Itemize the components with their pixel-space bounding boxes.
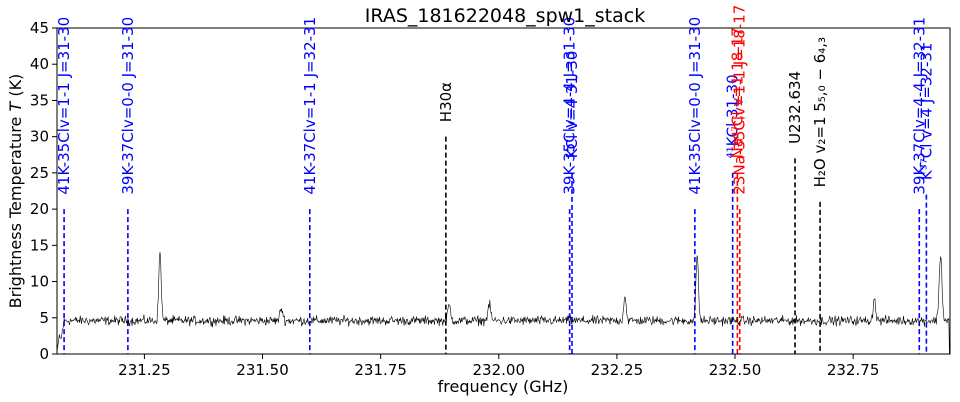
y-tick-label: 35: [30, 91, 49, 109]
x-tick-label: 232.50: [709, 361, 762, 379]
line-marker-label: 39K-37Clv=4-4 J=32-31: [910, 17, 928, 195]
line-marker-label: 23Na-35Clv=1-1 J=18-17: [731, 5, 749, 195]
line-marker-label: KCl v=4 31-30: [563, 51, 581, 159]
y-tick-label: 20: [30, 200, 49, 218]
x-tick-label: 232.75: [827, 361, 880, 379]
x-tick-label: 231.25: [118, 361, 171, 379]
chart-title: IRAS_181622048_spw1_stack: [365, 5, 645, 27]
y-tick-label: 25: [30, 164, 49, 182]
line-marker-label: H₂O v₂=1 5₅,₀ − 6₄,₃: [811, 37, 829, 187]
x-tick-label: 232.00: [473, 361, 526, 379]
line-marker-label: ⁴¹KCl 31-30: [724, 74, 742, 158]
line-marker-label: U232.634: [786, 71, 804, 144]
y-tick-label: 40: [30, 55, 49, 73]
y-axis-label: Brightness Temperature T (K): [6, 74, 25, 309]
spectrum-trace: [56, 252, 950, 354]
line-marker-label: K³⁷Cl v=4 J=32-31: [917, 43, 935, 181]
line-marker-label: Na³⁷Cl v=1 18-17: [728, 27, 746, 158]
x-tick-label: 231.50: [236, 361, 289, 379]
plot-frame: [56, 27, 951, 355]
y-tick-label: 0: [39, 345, 49, 363]
line-marker-label: 41K-37Clv=1-1 J=32-31: [301, 17, 319, 195]
line-markers: [63, 136, 928, 354]
y-axis-label-symbol: T: [6, 101, 25, 112]
y-tick-label: 30: [30, 128, 49, 146]
x-tick-label: 232.25: [591, 361, 644, 379]
y-tick-label: 10: [30, 273, 49, 291]
line-marker-label: 39K-37Clv=0-0 J=31-30: [119, 17, 137, 195]
y-tick-label: 5: [39, 309, 49, 327]
y-tick-label: 45: [30, 19, 49, 37]
line-marker-label: 41K-35Clv=0-0 J=31-30: [686, 17, 704, 195]
line-marker-label: 39K-35Clv=4-4 J=31-30: [561, 17, 579, 195]
y-axis-label-text: Brightness Temperature: [6, 117, 25, 309]
marker-labels: 41K-35Clv=1-1 J=31-30 39K-37Clv=0-0 J=31-…: [55, 5, 935, 195]
x-tick-label: 231.75: [354, 361, 407, 379]
line-marker-label: H30α: [437, 82, 455, 122]
spectrum-trace-group: [56, 252, 950, 354]
x-axis: 231.25 231.50 231.75 232.00 232.25 232.50 232.…: [118, 354, 879, 379]
y-axis: 0 5 10 15 20 25 30 35 40 45: [30, 19, 57, 363]
y-tick-label: 15: [30, 236, 49, 254]
line-marker-label: 41K-35Clv=1-1 J=31-30: [55, 17, 73, 195]
y-axis-label-unit: (K): [6, 74, 25, 97]
x-axis-label: frequency (GHz): [438, 377, 569, 396]
